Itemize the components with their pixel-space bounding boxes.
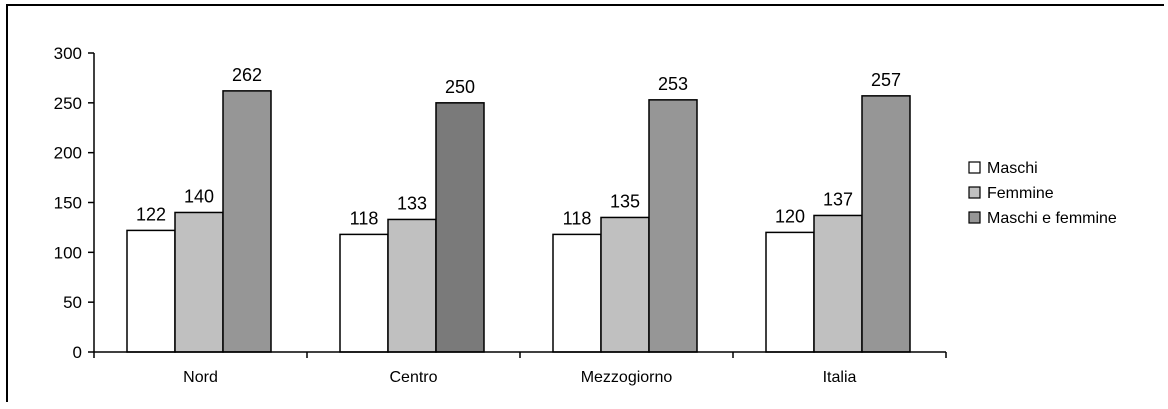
legend: Maschi Femmine Maschi e femmine [968,160,1117,227]
data-label: 135 [610,191,640,211]
y-tick-label: 150 [54,194,82,213]
legend-label-maschi: Maschi [987,160,1038,177]
bar-chart: 122 118 118 120 140 133 135 137 262 250 253 257 0 50 1… [54,44,1117,386]
bar-maschi-centro [339,233,389,353]
x-category-label: Italia [823,369,857,386]
data-label: 253 [658,74,688,94]
bar-maschi-e-femmine-italia [861,95,911,353]
y-tick-label: 250 [54,94,82,113]
bar-maschi-e-femmine-centro [435,102,485,353]
y-tick-label: 200 [54,144,82,163]
bar-femmine-centro [387,218,437,353]
data-label: 140 [184,186,214,206]
labels-layer: 122 118 118 120 140 133 135 137 262 250 253 257 0 50 1… [54,44,901,386]
bar-femmine-mezzogiorno [600,216,650,353]
y-tick-label: 50 [63,293,82,312]
y-tick-label: 300 [54,44,82,63]
bar-femmine-italia [813,214,863,353]
y-tick-label: 0 [73,343,82,362]
legend-label-maschi-e-femmine: Maschi e femmine [987,210,1117,227]
x-category-label: Mezzogiorno [581,369,673,386]
bar-maschi-nord [126,229,176,353]
x-category-label: Centro [389,369,437,386]
data-label: 250 [445,77,475,97]
legend-label-femmine: Femmine [987,185,1054,202]
data-label: 122 [136,204,166,224]
legend-swatch-femmine [968,186,981,199]
x-category-label: Nord [183,369,218,386]
legend-swatch-maschi [968,161,981,174]
bar-maschi-e-femmine-mezzogiorno [648,99,698,353]
data-label: 120 [775,206,805,226]
y-tick-label: 100 [54,243,82,262]
chart-frame: 122 118 118 120 140 133 135 137 262 250 253 257 0 50 1… [6,4,1164,402]
bar-maschi-mezzogiorno [552,233,602,353]
bar-femmine-nord [174,211,224,353]
data-label: 257 [871,70,901,90]
data-label: 137 [823,189,853,209]
data-label: 118 [350,208,379,228]
axes-layer [88,52,947,358]
data-label: 133 [397,193,427,213]
bar-maschi-e-femmine-nord [222,90,272,353]
bar-maschi-italia [765,231,815,353]
legend-swatch-maschi-e-femmine [968,211,981,224]
data-label: 262 [232,65,262,85]
bars-layer [126,90,911,353]
data-label: 118 [563,208,592,228]
